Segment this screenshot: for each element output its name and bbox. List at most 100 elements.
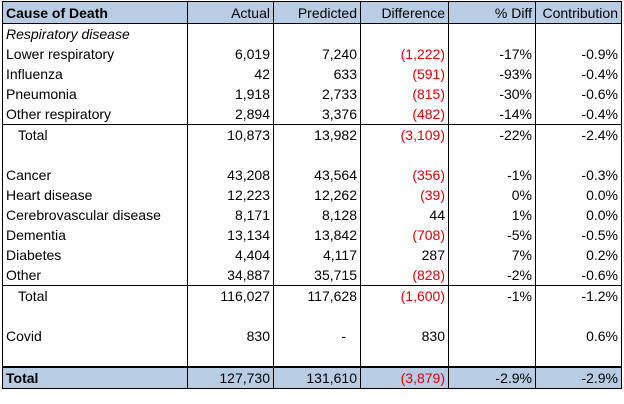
cause-cell[interactable]: Influenza [2, 64, 188, 84]
cause-cell[interactable]: Diabetes [2, 245, 188, 265]
cause-cell[interactable]: Other [2, 265, 188, 286]
predicted-cell[interactable]: 3,376 [273, 104, 361, 125]
contribution-cell[interactable]: 0.0% [535, 185, 622, 205]
grand-total-difference[interactable]: (3,879) [360, 366, 449, 389]
header-difference[interactable]: Difference [360, 1, 449, 24]
table-row: Dementia 13,134 13,842 (708) -5% -0.5% [2, 225, 622, 245]
header-pct-diff[interactable]: % Diff [448, 1, 536, 24]
actual-cell[interactable]: 13,134 [187, 225, 274, 245]
cause-of-death-table: Cause of Death Actual Predicted Differen… [2, 1, 622, 389]
actual-cell[interactable]: 42 [187, 64, 274, 84]
predicted-cell[interactable]: 2,733 [273, 84, 361, 104]
contribution-cell[interactable]: -0.9% [535, 44, 622, 64]
cause-cell[interactable]: Cerebrovascular disease [2, 205, 188, 225]
contribution-cell[interactable]: -0.4% [535, 104, 622, 125]
contribution-cell[interactable]: -0.5% [535, 225, 622, 245]
difference-cell[interactable]: 830 [360, 326, 449, 346]
predicted-cell[interactable]: 13,982 [273, 124, 361, 145]
pct-diff-cell[interactable]: -14% [448, 104, 536, 125]
difference-cell[interactable]: (591) [360, 64, 449, 84]
actual-cell[interactable]: 4,404 [187, 245, 274, 265]
difference-cell[interactable]: 44 [360, 205, 449, 225]
pct-diff-cell[interactable]: -1% [448, 165, 536, 185]
contribution-cell[interactable]: 0.2% [535, 245, 622, 265]
predicted-cell[interactable]: 43,564 [273, 165, 361, 185]
difference-cell[interactable]: (815) [360, 84, 449, 104]
header-actual[interactable]: Actual [187, 1, 274, 24]
contribution-cell[interactable]: -2.4% [535, 124, 622, 145]
difference-cell[interactable]: (708) [360, 225, 449, 245]
pct-diff-cell[interactable]: 1% [448, 205, 536, 225]
contribution-cell[interactable]: 0.6% [535, 326, 622, 346]
blank-row [2, 306, 622, 326]
table-row: Lower respiratory 6,019 7,240 (1,222) -1… [2, 44, 622, 64]
table-row: Diabetes 4,404 4,117 287 7% 0.2% [2, 245, 622, 265]
actual-cell[interactable]: 34,887 [187, 265, 274, 286]
cause-cell[interactable]: Cancer [2, 165, 188, 185]
actual-cell[interactable]: 830 [187, 326, 274, 346]
difference-cell[interactable]: (1,222) [360, 44, 449, 64]
header-cause[interactable]: Cause of Death [2, 1, 188, 24]
grand-total-predicted[interactable]: 131,610 [273, 366, 361, 389]
grand-total-pct-diff[interactable]: -2.9% [448, 366, 536, 389]
actual-cell[interactable]: 1,918 [187, 84, 274, 104]
difference-cell[interactable]: 287 [360, 245, 449, 265]
cause-cell[interactable]: Pneumonia [2, 84, 188, 104]
contribution-cell[interactable]: -0.6% [535, 265, 622, 286]
actual-cell[interactable]: 8,171 [187, 205, 274, 225]
predicted-cell[interactable]: 633 [273, 64, 361, 84]
difference-cell[interactable]: (1,600) [360, 285, 449, 306]
actual-cell[interactable]: 43,208 [187, 165, 274, 185]
contribution-cell[interactable]: 0.0% [535, 205, 622, 225]
predicted-cell[interactable]: 8,128 [273, 205, 361, 225]
contribution-cell[interactable]: -1.2% [535, 285, 622, 306]
difference-cell[interactable]: (39) [360, 185, 449, 205]
difference-cell[interactable]: (356) [360, 165, 449, 185]
pct-diff-cell[interactable]: -22% [448, 124, 536, 145]
predicted-cell[interactable]: 117,628 [273, 285, 361, 306]
pct-diff-cell[interactable] [448, 326, 536, 346]
difference-cell[interactable]: (3,109) [360, 124, 449, 145]
contribution-cell[interactable]: -0.3% [535, 165, 622, 185]
grand-total-actual[interactable]: 127,730 [187, 366, 274, 389]
header-contribution[interactable]: Contribution [535, 1, 622, 24]
predicted-cell[interactable]: 13,842 [273, 225, 361, 245]
predicted-cell[interactable]: 7,240 [273, 44, 361, 64]
pct-diff-cell[interactable]: -93% [448, 64, 536, 84]
cause-cell[interactable]: Other respiratory [2, 104, 188, 125]
grand-total-label[interactable]: Total [2, 366, 188, 389]
cause-cell[interactable]: Covid [2, 326, 188, 346]
contribution-cell[interactable]: -0.6% [535, 84, 622, 104]
header-predicted[interactable]: Predicted [273, 1, 361, 24]
pct-diff-cell[interactable]: -30% [448, 84, 536, 104]
cause-cell[interactable]: Dementia [2, 225, 188, 245]
cause-cell[interactable]: Heart disease [2, 185, 188, 205]
actual-cell[interactable]: 2,894 [187, 104, 274, 125]
actual-cell[interactable]: 12,223 [187, 185, 274, 205]
actual-cell[interactable]: 6,019 [187, 44, 274, 64]
pct-diff-cell[interactable]: -1% [448, 285, 536, 306]
actual-cell[interactable]: 10,873 [187, 124, 274, 145]
section-respiratory-row: Respiratory disease [2, 23, 622, 44]
cause-cell[interactable]: Total [2, 285, 188, 306]
difference-cell[interactable]: (828) [360, 265, 449, 286]
cause-cell[interactable]: Lower respiratory [2, 44, 188, 64]
blank-row [2, 145, 622, 165]
section-respiratory-label[interactable]: Respiratory disease [2, 23, 188, 44]
pct-diff-cell[interactable]: 0% [448, 185, 536, 205]
pct-diff-cell[interactable]: 7% [448, 245, 536, 265]
predicted-cell[interactable]: - [273, 326, 361, 346]
actual-cell[interactable]: 116,027 [187, 285, 274, 306]
predicted-cell[interactable]: 4,117 [273, 245, 361, 265]
cause-cell[interactable]: Total [2, 124, 188, 145]
predicted-cell[interactable]: 12,262 [273, 185, 361, 205]
pct-diff-cell[interactable]: -2% [448, 265, 536, 286]
grand-total-contribution[interactable]: -2.9% [535, 366, 622, 389]
difference-cell[interactable]: (482) [360, 104, 449, 125]
contribution-cell[interactable]: -0.4% [535, 64, 622, 84]
pct-diff-cell[interactable]: -17% [448, 44, 536, 64]
predicted-cell[interactable]: 35,715 [273, 265, 361, 286]
header-row: Cause of Death Actual Predicted Differen… [2, 1, 622, 24]
pct-diff-cell[interactable]: -5% [448, 225, 536, 245]
table-row: Cancer 43,208 43,564 (356) -1% -0.3% [2, 165, 622, 185]
